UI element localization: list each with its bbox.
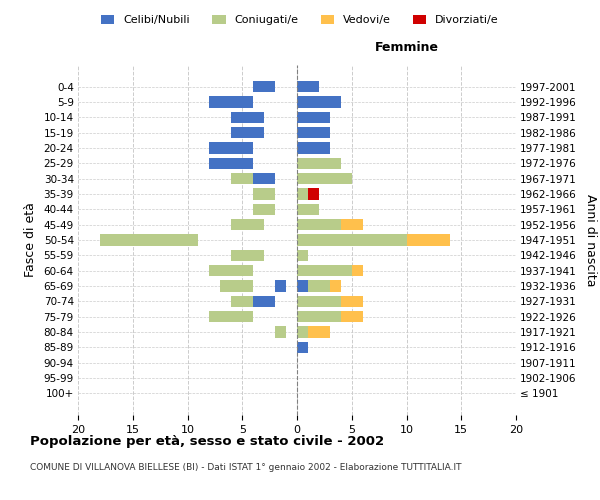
Bar xyxy=(297,311,341,322)
Bar xyxy=(297,96,341,108)
Bar xyxy=(352,265,363,276)
Bar xyxy=(330,280,341,292)
Bar xyxy=(308,326,330,338)
Bar xyxy=(232,112,264,123)
Bar xyxy=(341,296,363,307)
Bar xyxy=(297,127,330,138)
Bar xyxy=(297,173,352,184)
Bar xyxy=(232,219,264,230)
Text: Popolazione per età, sesso e stato civile - 2002: Popolazione per età, sesso e stato civil… xyxy=(30,435,384,448)
Bar xyxy=(297,219,341,230)
Bar xyxy=(209,265,253,276)
Bar xyxy=(253,173,275,184)
Bar xyxy=(253,188,275,200)
Bar xyxy=(297,234,407,246)
Bar xyxy=(209,158,253,169)
Bar xyxy=(297,326,308,338)
Bar xyxy=(275,326,286,338)
Bar xyxy=(275,280,286,292)
Text: COMUNE DI VILLANOVA BIELLESE (BI) - Dati ISTAT 1° gennaio 2002 - Elaborazione TU: COMUNE DI VILLANOVA BIELLESE (BI) - Dati… xyxy=(30,463,461,472)
Bar xyxy=(242,219,253,230)
Bar xyxy=(209,96,253,108)
Bar xyxy=(100,234,199,246)
Bar xyxy=(232,296,253,307)
Bar xyxy=(308,280,330,292)
Bar xyxy=(253,81,275,92)
Y-axis label: Anni di nascita: Anni di nascita xyxy=(584,194,597,286)
Bar xyxy=(232,127,264,138)
Bar xyxy=(297,81,319,92)
Text: Femmine: Femmine xyxy=(374,41,439,54)
Bar xyxy=(220,280,253,292)
Bar xyxy=(297,265,352,276)
Bar xyxy=(209,142,253,154)
Bar xyxy=(232,158,242,169)
Bar xyxy=(297,280,308,292)
Bar xyxy=(297,296,341,307)
Bar xyxy=(297,142,330,154)
Bar xyxy=(297,342,308,353)
Legend: Celibi/Nubili, Coniugati/e, Vedovi/e, Divorziati/e: Celibi/Nubili, Coniugati/e, Vedovi/e, Di… xyxy=(97,10,503,30)
Bar xyxy=(297,188,308,200)
Bar xyxy=(253,188,264,200)
Bar xyxy=(253,296,275,307)
Bar xyxy=(297,250,308,261)
Bar xyxy=(209,311,253,322)
Bar xyxy=(341,219,363,230)
Bar xyxy=(176,234,188,246)
Bar xyxy=(341,311,363,322)
Bar xyxy=(297,204,319,215)
Bar xyxy=(297,112,330,123)
Bar xyxy=(232,173,253,184)
Bar xyxy=(253,204,275,215)
Bar xyxy=(232,250,264,261)
Bar xyxy=(297,158,341,169)
Bar xyxy=(407,234,451,246)
Bar xyxy=(308,188,319,200)
Y-axis label: Fasce di età: Fasce di età xyxy=(23,202,37,278)
